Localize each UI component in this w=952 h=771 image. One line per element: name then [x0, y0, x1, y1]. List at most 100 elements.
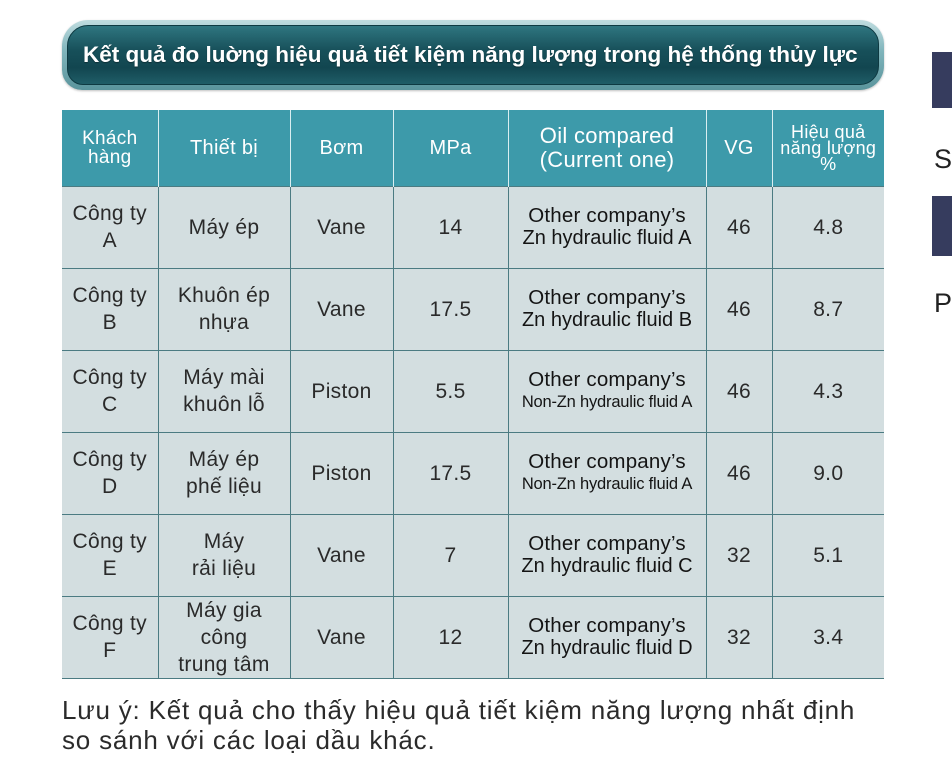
cell-equipment: Máy ép phế liệu [157, 431, 291, 515]
header-energy-efficiency: Hiệu quả năng lượng% [771, 110, 884, 186]
table-head: Khách hàng Thiết bị Bơm MPa Oil compared(… [62, 110, 884, 186]
equipment-line: rải liệu [191, 557, 257, 580]
side-letter: P [934, 288, 952, 318]
customer-line: D [102, 475, 118, 498]
header-oil-line: Oil compared [539, 122, 675, 148]
header-customer: Khách hàng [62, 110, 158, 186]
cell-vg: 46 [705, 349, 773, 433]
table-row: Công ty D Máy ép phế liệu Piston 17.5 Othe… [62, 431, 884, 515]
cell-vg: 46 [705, 185, 773, 269]
header-oil-line: (Current one) [539, 146, 675, 172]
side-block [932, 196, 952, 256]
oil-line: Other company’s [528, 532, 686, 555]
cell-equipment: Máy gia công trung tâm [157, 595, 291, 679]
cell-oil: Other company’s Zn hydraulic fluid B [507, 267, 707, 351]
header-customer-line: hàng [88, 146, 132, 168]
cell-equipment: Máy ép [157, 185, 291, 269]
table-row: Công ty A Máy ép Vane 14 Other company’s Z… [62, 185, 884, 269]
cell-oil: Other company’s Zn hydraulic fluid D [507, 595, 707, 679]
cell-pressure: 17.5 [392, 431, 509, 515]
customer-line: B [102, 311, 117, 334]
cell-customer: Công ty A [62, 185, 159, 269]
cell-equipment: Khuôn ép nhựa [157, 267, 291, 351]
cell-efficiency: 4.3 [771, 349, 884, 433]
title-banner: Kết quả đo luờng hiệu quả tiết kiệm năng… [62, 20, 884, 90]
customer-line: A [102, 229, 117, 252]
cell-customer: Công ty C [62, 349, 159, 433]
results-table: Khách hàng Thiết bị Bơm MPa Oil compared(… [62, 110, 884, 679]
equipment-line: Máy ép [188, 215, 260, 239]
title-banner-fill: Kết quả đo luờng hiệu quả tiết kiệm năng… [67, 25, 879, 85]
cell-pressure: 17.5 [392, 267, 509, 351]
equipment-line: Máy ép [188, 448, 260, 471]
cell-equipment: Máy mài khuôn lỗ [157, 349, 291, 433]
customer-line: Công ty [72, 366, 147, 389]
cell-pressure: 7 [392, 513, 509, 597]
cell-equipment: Máy rải liệu [157, 513, 291, 597]
customer-line: Công ty [72, 448, 147, 471]
customer-line: Công ty [72, 530, 147, 553]
table-header-row: Khách hàng Thiết bị Bơm MPa Oil compared(… [62, 110, 884, 186]
table-row: Công ty C Máy mài khuôn lỗ Piston 5.5 Othe… [62, 349, 884, 433]
cell-customer: Công ty F [62, 595, 159, 679]
cell-pump: Piston [289, 431, 394, 515]
header-pump: Bơm [289, 110, 393, 186]
cell-oil: Other company’s Non-Zn hydraulic fluid A [507, 431, 707, 515]
cell-efficiency: 5.1 [771, 513, 884, 597]
oil-line: Non-Zn hydraulic fluid A [521, 475, 693, 493]
header-oil-compared: Oil compared (Current one) [507, 110, 706, 186]
cell-vg: 32 [705, 595, 773, 679]
cell-pump: Vane [289, 513, 394, 597]
customer-line: Công ty [72, 202, 147, 225]
equipment-line: Máy mài [183, 366, 265, 389]
oil-line: Zn hydraulic fluid D [521, 637, 693, 659]
oil-line: Other company’s [528, 450, 686, 473]
cell-oil: Other company’s Zn hydraulic fluid C [507, 513, 707, 597]
header-equipment: Thiết bị [157, 110, 290, 186]
oil-line: Other company’s [528, 368, 686, 391]
cell-pump: Vane [289, 267, 394, 351]
table-row: Công ty F Máy gia công trung tâm Vane 12 O… [62, 595, 884, 679]
equipment-line: Khuôn ép [177, 284, 271, 307]
table-row: Công ty B Khuôn ép nhựa Vane 17.5 Other co… [62, 267, 884, 351]
cell-pressure: 12 [392, 595, 509, 679]
cell-vg: 46 [705, 431, 773, 515]
footnote-line: so sánh với các loại dầu khác. [62, 725, 436, 755]
customer-line: E [102, 557, 117, 580]
cell-efficiency: 4.8 [771, 185, 884, 269]
equipment-line: trung tâm [178, 652, 270, 676]
cell-pump: Vane [289, 595, 394, 679]
cell-customer: Công ty D [62, 431, 159, 515]
cell-pressure: 14 [392, 185, 509, 269]
header-customer-line: Khách [82, 127, 138, 149]
cell-efficiency: 9.0 [771, 431, 884, 515]
oil-line: Non-Zn hydraulic fluid A [521, 393, 693, 411]
oil-line: Zn hydraulic fluid B [521, 309, 693, 331]
table-row: Công ty E Máy rải liệu Vane 7 Other compan… [62, 513, 884, 597]
equipment-line: Máy gia công [186, 598, 262, 649]
oil-line: Other company’s [528, 286, 686, 309]
customer-line: Công ty [72, 612, 147, 635]
customer-line: F [103, 639, 117, 662]
equipment-line: nhựa [198, 311, 250, 334]
oil-line: Other company’s [528, 204, 686, 227]
oil-line: Other company’s [528, 614, 686, 637]
cell-oil: Other company’s Non-Zn hydraulic fluid A [507, 349, 707, 433]
customer-line: Công ty [72, 284, 147, 307]
oil-line: Zn hydraulic fluid A [522, 227, 692, 249]
cell-pump: Vane [289, 185, 394, 269]
side-letter: S [934, 144, 952, 174]
header-efficiency-line: năng lượng [780, 137, 877, 158]
equipment-line: phế liệu [186, 475, 262, 498]
table-body: Công ty A Máy ép Vane 14 Other company’s Z… [62, 185, 884, 679]
header-efficiency-line: % [820, 153, 837, 174]
cell-vg: 46 [705, 267, 773, 351]
side-block [932, 52, 952, 108]
cell-pressure: 5.5 [392, 349, 509, 433]
cell-oil: Other company’s Zn hydraulic fluid A [507, 185, 707, 269]
oil-line: Zn hydraulic fluid C [521, 555, 693, 577]
header-vg: VG [705, 110, 772, 186]
header-pressure: MPa [392, 110, 508, 186]
customer-line: C [102, 393, 118, 416]
cell-customer: Công ty B [62, 267, 159, 351]
